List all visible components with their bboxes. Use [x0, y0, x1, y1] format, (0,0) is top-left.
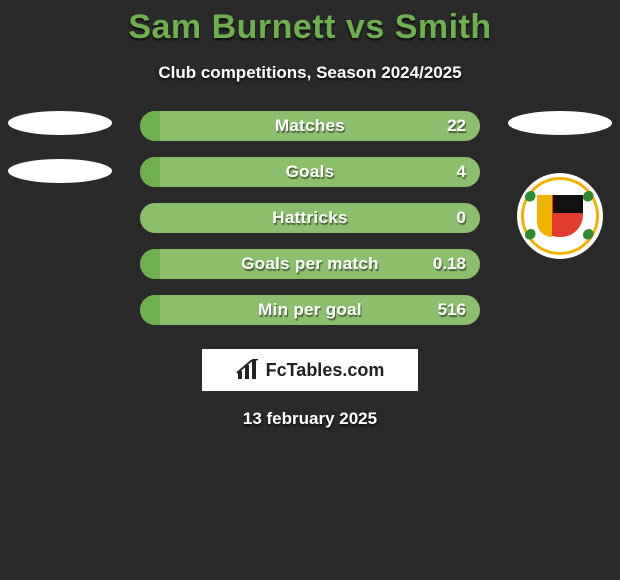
- stat-bar: Goals per match0.18: [140, 249, 480, 279]
- stat-label: Goals: [140, 157, 480, 187]
- stat-bar: Matches22: [140, 111, 480, 141]
- stat-label: Hattricks: [140, 203, 480, 233]
- fctables-logo-text: FcTables.com: [266, 360, 385, 381]
- stat-value: 0: [457, 203, 466, 233]
- player-right-logo-placeholder: [508, 111, 612, 135]
- player-left-logo-placeholder: [8, 111, 112, 135]
- stat-value: 4: [457, 157, 466, 187]
- report-date: 13 february 2025: [0, 409, 620, 429]
- stat-bar: Min per goal516: [140, 295, 480, 325]
- bar-chart-icon: [236, 359, 260, 381]
- right-player-col: [500, 111, 620, 259]
- content-area: Matches22 Goals4 Hattricks0 Goals per match…: [0, 111, 620, 429]
- left-player-col: [0, 111, 120, 183]
- player-left-club-placeholder: [8, 159, 112, 183]
- stat-bar: Goals4: [140, 157, 480, 187]
- stat-value: 516: [438, 295, 466, 325]
- page-title: Sam Burnett vs Smith: [0, 8, 620, 47]
- stat-value: 0.18: [433, 249, 466, 279]
- stat-bars: Matches22 Goals4 Hattricks0 Goals per match…: [140, 111, 480, 325]
- stat-label: Goals per match: [140, 249, 480, 279]
- comparison-card: Sam Burnett vs Smith Club competitions, …: [0, 0, 620, 429]
- stat-value: 22: [447, 111, 466, 141]
- stat-bar: Hattricks0: [140, 203, 480, 233]
- stat-label: Matches: [140, 111, 480, 141]
- stat-label: Min per goal: [140, 295, 480, 325]
- fctables-logo[interactable]: FcTables.com: [202, 349, 418, 391]
- page-subtitle: Club competitions, Season 2024/2025: [0, 63, 620, 83]
- annan-athletic-badge: [517, 173, 603, 259]
